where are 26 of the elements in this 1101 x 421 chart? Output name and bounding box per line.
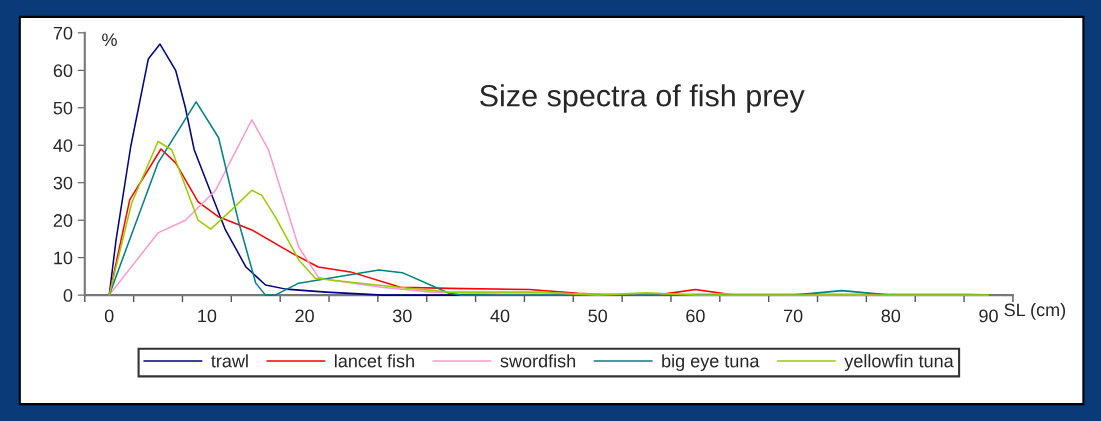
x-tick-label: 60	[686, 309, 705, 323]
legend-label: big eye tuna	[662, 354, 760, 371]
legend-label: lancet fish	[335, 354, 414, 368]
text: Size spectra of fish prey	[480, 84, 805, 113]
x-tick-label: 0	[104, 309, 114, 323]
x-tick-label: 50	[588, 309, 608, 323]
x-tick-label: 70	[783, 309, 803, 323]
y-tick-label: 20	[53, 214, 73, 227]
y-tick-label: 70	[53, 26, 73, 40]
legend-label: trawl	[211, 354, 248, 368]
x-tick-label: 40	[490, 309, 510, 323]
y-tick-label: 10	[54, 251, 73, 265]
y-tick-label: 50	[53, 101, 73, 115]
y-tick-label: 0	[63, 289, 73, 302]
y-tick-label: 40	[53, 139, 73, 152]
x-tick-label: 80	[881, 309, 901, 323]
x-axis-title: SL (cm)	[1004, 302, 1066, 320]
y-tick-label: 60	[53, 64, 73, 78]
x-tick-label: 10	[198, 309, 217, 323]
x-tick-label: 30	[392, 309, 412, 323]
legend-label: swordfish	[500, 354, 576, 368]
x-tick-label: 90	[979, 309, 998, 323]
y-axis-title: %	[102, 33, 117, 47]
x-tick-label: 20	[295, 309, 314, 323]
legend-label: yellowfin tuna	[844, 354, 954, 371]
y-tick-label: 30	[53, 176, 73, 190]
